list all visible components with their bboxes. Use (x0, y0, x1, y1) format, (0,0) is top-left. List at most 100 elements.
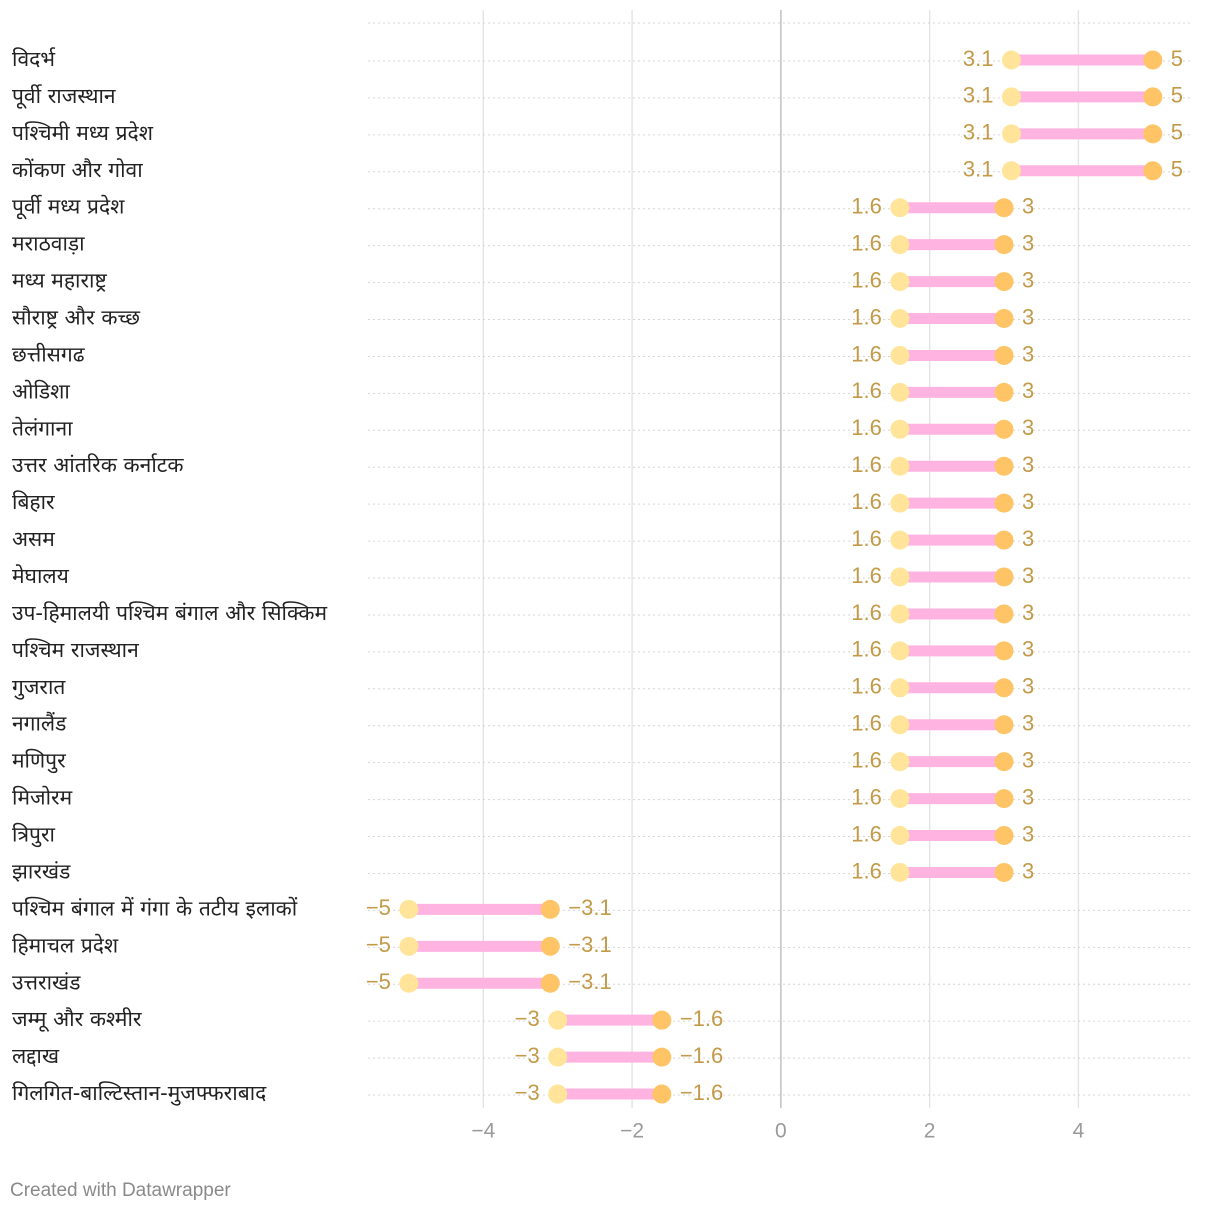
end-value-label: 3 (1022, 821, 1034, 846)
end-dot (540, 973, 560, 993)
data-row: असम 1.6 3 (12, 526, 1190, 551)
start-value-label: 1.6 (851, 821, 882, 846)
start-dot (890, 715, 910, 735)
data-row: हिमाचल प्रदेश −5 −3.1 (12, 932, 1190, 957)
end-dot (1143, 87, 1163, 107)
data-row: पूर्वी राजस्थान 3.1 5 (12, 83, 1190, 109)
end-value-label: 3 (1022, 747, 1034, 772)
end-value-label: 3 (1022, 526, 1034, 551)
end-value-label: 3 (1022, 784, 1034, 809)
row-label: हिमाचल प्रदेश (12, 933, 119, 957)
data-row: छत्तीसगढ 1.6 3 (12, 341, 1190, 366)
start-value-label: 1.6 (851, 563, 882, 588)
data-row: पश्चिम राजस्थान 1.6 3 (12, 637, 1190, 662)
end-dot (652, 1047, 672, 1067)
start-dot (399, 936, 419, 956)
start-dot (890, 272, 910, 292)
end-dot (994, 382, 1014, 402)
end-dot (1143, 124, 1163, 144)
end-dot (994, 456, 1014, 476)
start-dot (890, 641, 910, 661)
end-value-label: 3 (1022, 563, 1034, 588)
start-value-label: 1.6 (851, 784, 882, 809)
end-value-label: 3 (1022, 230, 1034, 255)
end-value-label: 3 (1022, 674, 1034, 699)
datawrapper-credit[interactable]: Created with Datawrapper (10, 1180, 231, 1201)
data-row: बिहार 1.6 3 (12, 489, 1190, 514)
end-dot (994, 272, 1014, 292)
start-value-label: 3.1 (963, 120, 994, 145)
start-value-label: 1.6 (851, 341, 882, 366)
end-dot (994, 604, 1014, 624)
data-row: जम्मू और कश्मीर −3 −1.6 (12, 1006, 1190, 1032)
start-value-label: −5 (366, 895, 391, 920)
start-dot (1001, 124, 1021, 144)
data-row: कोंकण और गोवा 3.1 5 (12, 157, 1190, 182)
end-value-label: 5 (1171, 46, 1183, 71)
data-row: उत्तर आंतरिक कर्नाटक 1.6 3 (12, 452, 1190, 477)
data-row: उप-हिमालयी पश्चिम बंगाल और सिक्किम 1.6 3 (12, 600, 1190, 625)
start-value-label: 1.6 (851, 637, 882, 662)
end-dot (994, 752, 1014, 772)
start-dot (890, 752, 910, 772)
end-value-label: 5 (1171, 157, 1183, 182)
row-label: मेघालय (12, 564, 70, 588)
row-label: पश्चिमी मध्य प्रदेश (12, 121, 154, 145)
end-value-label: −3.1 (568, 895, 611, 920)
data-row: झारखंड 1.6 3 (12, 858, 1190, 883)
start-value-label: 1.6 (851, 747, 882, 772)
row-label: पश्चिम बंगाल में गंगा के तटीय इलाकों (12, 896, 298, 920)
data-row: गुजरात 1.6 3 (12, 674, 1190, 700)
row-label: बिहार (12, 490, 55, 514)
start-value-label: −5 (366, 932, 391, 957)
data-row: लद्दाख −3 −1.6 (12, 1043, 1190, 1068)
end-value-label: 5 (1171, 120, 1183, 145)
start-dot (890, 678, 910, 698)
start-dot (890, 826, 910, 846)
data-row: त्रिपुरा 1.6 3 (12, 821, 1190, 848)
row-label: गिलगित-बाल्टिस्तान-मुजफ्फराबाद (12, 1081, 267, 1106)
end-dot (994, 309, 1014, 329)
start-dot (1001, 50, 1021, 70)
start-dot (548, 1047, 568, 1067)
end-dot (994, 826, 1014, 846)
start-dot (890, 382, 910, 402)
start-dot (399, 899, 419, 919)
data-row: मध्य महाराष्ट्र 1.6 3 (12, 267, 1190, 293)
start-value-label: 1.6 (851, 304, 882, 329)
start-value-label: −5 (366, 969, 391, 994)
end-dot (540, 936, 560, 956)
start-dot (890, 198, 910, 218)
start-dot (890, 567, 910, 587)
row-label: गुजरात (12, 675, 66, 700)
data-row: विदर्भ 3.1 5 (12, 46, 1190, 71)
end-value-label: 3 (1022, 341, 1034, 366)
row-label: मराठवाड़ा (12, 232, 85, 256)
x-tick-label: 2 (924, 1120, 936, 1143)
end-dot (994, 198, 1014, 218)
end-value-label: 3 (1022, 858, 1034, 883)
x-axis-ticks-group: −4 −2 0 2 4 (471, 1120, 1084, 1143)
end-value-label: 3 (1022, 489, 1034, 514)
x-tick-label: 0 (775, 1120, 787, 1143)
data-row: नगालैंड 1.6 3 (12, 711, 1190, 736)
start-dot (1001, 87, 1021, 107)
end-dot (994, 530, 1014, 550)
end-dot (994, 567, 1014, 587)
end-value-label: 3 (1022, 415, 1034, 440)
start-dot (890, 862, 910, 882)
end-dot (994, 862, 1014, 882)
row-label: मध्य महाराष्ट्र (12, 269, 107, 293)
row-label: पश्चिम राजस्थान (12, 638, 139, 662)
row-label: मिजोरम (12, 786, 73, 810)
row-label: पूर्वी मध्य प्रदेश (12, 195, 125, 220)
start-dot (548, 1010, 568, 1030)
end-dot (994, 345, 1014, 365)
data-row: तेलंगाना 1.6 3 (12, 415, 1190, 440)
end-value-label: −3.1 (568, 969, 611, 994)
data-row: पश्चिम बंगाल में गंगा के तटीय इलाकों −5 −3… (12, 895, 1190, 920)
end-value-label: 3 (1022, 637, 1034, 662)
start-dot (890, 530, 910, 550)
start-dot (890, 309, 910, 329)
